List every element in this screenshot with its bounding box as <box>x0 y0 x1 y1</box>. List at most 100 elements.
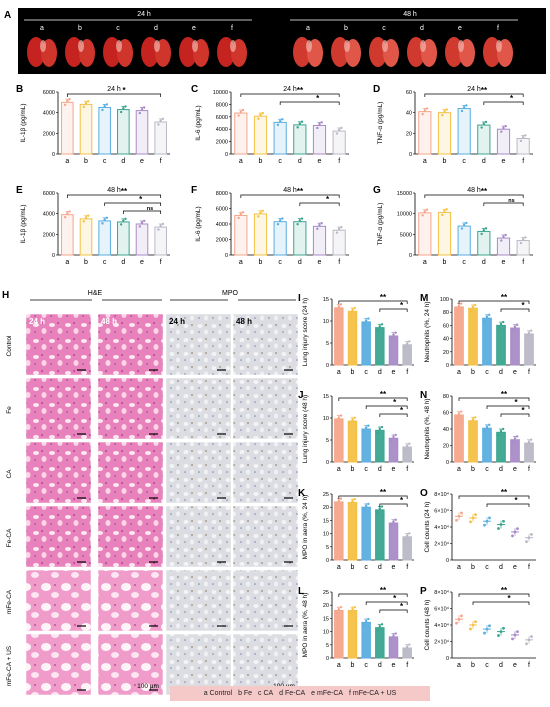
x-tick-label: c <box>485 466 489 473</box>
x-tick-label: b <box>471 466 475 473</box>
significance-bracket <box>424 194 524 198</box>
chart-title: 24 h <box>283 86 297 93</box>
bar-a <box>61 214 74 256</box>
data-point <box>337 305 341 308</box>
x-tick-label: d <box>499 564 503 571</box>
bar-b <box>79 103 93 155</box>
data-point <box>497 326 500 330</box>
y-tick-label: 4×10⁴ <box>434 622 449 629</box>
bar-f <box>332 229 346 256</box>
y-tick-label: 0 <box>52 253 55 259</box>
lung-label: c <box>382 25 386 32</box>
data-point <box>278 219 282 222</box>
data-point <box>257 117 260 120</box>
data-point <box>318 223 321 227</box>
legend-item-f: f mFe-CA + US <box>349 690 397 697</box>
x-tick-label: c <box>485 564 489 571</box>
data-point <box>483 429 486 433</box>
x-tick-label: e <box>392 564 396 571</box>
significance-label: * <box>393 594 397 603</box>
bar-d <box>375 327 385 366</box>
chart-title: 48 h <box>107 187 121 194</box>
data-point <box>408 643 411 646</box>
bar-e <box>312 225 327 256</box>
data-point <box>281 118 284 121</box>
bar-e <box>312 124 327 155</box>
lung-label: b <box>344 25 348 32</box>
y-tick-label: 2000 <box>43 232 55 238</box>
lung-highlight <box>154 40 160 52</box>
y-tick-label: 5000 <box>400 232 412 238</box>
data-point <box>157 228 160 231</box>
y-tick-label: 4000 <box>216 127 228 133</box>
bar-d <box>496 324 506 366</box>
x-tick-label: e <box>502 158 506 165</box>
bar-d <box>477 230 491 256</box>
y-axis-label: IL-1β (pg/mL) <box>20 204 27 243</box>
x-tick-label: c <box>278 259 282 266</box>
x-tick-label: c <box>364 466 368 473</box>
data-point <box>103 105 106 108</box>
data-point <box>237 216 240 220</box>
significance-bracket <box>240 194 340 198</box>
x-tick-label: e <box>502 259 506 266</box>
x-tick-label: c <box>364 369 368 376</box>
data-point <box>278 119 282 123</box>
data-point <box>337 499 341 502</box>
x-tick-label: a <box>65 158 69 165</box>
data-point <box>525 335 528 338</box>
x-tick-label: f <box>406 662 408 669</box>
y-tick-label: 2000 <box>216 238 228 244</box>
histology-time-label: 48 h <box>236 317 252 326</box>
data-point <box>516 323 519 326</box>
significance-label: * <box>510 94 514 103</box>
y-axis-label: TNF-α (pg/mL) <box>377 102 384 145</box>
significance-label: * <box>400 496 404 505</box>
data-point <box>502 427 505 431</box>
data-point <box>378 427 382 431</box>
bar-c <box>273 221 287 256</box>
y-tick-label: 5 <box>326 341 329 347</box>
y-tick-label: 0 <box>52 152 55 158</box>
x-tick-label: f <box>338 259 340 266</box>
data-point <box>66 99 69 103</box>
bar-c <box>361 621 371 659</box>
y-tick-label: 40 <box>443 337 449 343</box>
y-tick-label: 15 <box>323 518 329 524</box>
group-legend: a Control b Fe c CA d Fe-CA e mFe-CA f m… <box>170 686 430 701</box>
chart-title: 24 h <box>107 86 121 93</box>
y-tick-label: 20 <box>443 444 449 450</box>
data-point <box>469 520 472 524</box>
panel-letter: L <box>298 586 304 597</box>
data-point <box>469 309 472 313</box>
x-tick-label: f <box>528 662 530 669</box>
x-tick-label: f <box>522 259 524 266</box>
lung-label: b <box>78 25 82 32</box>
x-tick-label: b <box>443 158 447 165</box>
bar-c <box>361 506 371 561</box>
data-point <box>423 210 427 213</box>
data-point <box>513 530 517 534</box>
y-tick-label: 0 <box>409 152 412 158</box>
bar-c <box>98 220 111 256</box>
y-tick-label: 10000 <box>397 212 412 218</box>
data-point <box>445 208 448 211</box>
data-point <box>239 213 243 216</box>
data-point <box>353 416 356 419</box>
data-point <box>392 333 395 336</box>
data-point <box>318 123 321 126</box>
bar-f <box>154 226 167 256</box>
y-axis-label: TNF-α (pg/mL) <box>377 203 384 246</box>
y-tick-label: 10 <box>323 630 329 636</box>
significance-label: ** <box>501 586 508 595</box>
data-point <box>259 211 262 214</box>
lung-highlight <box>40 40 46 52</box>
significance-bracket <box>338 300 408 304</box>
data-point <box>462 223 466 227</box>
y-tick-label: 4×10⁴ <box>434 524 449 531</box>
x-tick-label: b <box>471 369 475 376</box>
